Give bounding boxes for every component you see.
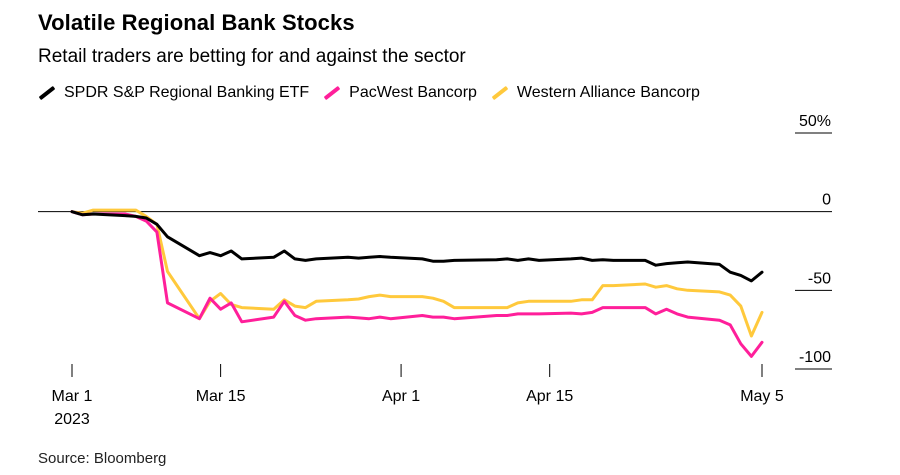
legend-item-spdr: SPDR S&P Regional Banking ETF: [38, 84, 309, 102]
legend-label-spdr: SPDR S&P Regional Banking ETF: [64, 84, 310, 101]
x-tick-label: Apr 15: [526, 388, 573, 405]
series-line-pacwest: [70, 210, 764, 358]
series-line-western-alliance: [70, 208, 764, 338]
series-line-spdr: [70, 210, 764, 283]
x-tick-year-label: 2023: [54, 411, 90, 428]
chart-legend: SPDR S&P Regional Banking ETF PacWest Ba…: [38, 84, 714, 102]
y-tick-label: -50: [808, 270, 831, 287]
x-tick-label: Mar 15: [196, 388, 246, 405]
x-axis: Mar 1 2023 Mar 15 Apr 1 Apr 15 May 5: [52, 364, 784, 428]
y-tick-label: -100: [799, 349, 831, 366]
x-tick-label: Mar 1: [52, 388, 93, 405]
chart-subtitle: Retail traders are betting for and again…: [38, 46, 466, 67]
legend-item-pacwest: PacWest Bancorp: [323, 84, 477, 102]
legend-label-pacwest: PacWest Bancorp: [349, 84, 477, 101]
series-lines: [70, 208, 764, 358]
legend-label-western-alliance: Western Alliance Bancorp: [516, 84, 700, 101]
chart-title: Volatile Regional Bank Stocks: [38, 10, 355, 35]
x-tick-label: May 5: [740, 388, 784, 405]
y-tick-label: 0: [822, 192, 831, 209]
source-note: Source: Bloomberg: [38, 450, 167, 467]
legend-item-western-alliance: Western Alliance Bancorp: [491, 84, 700, 102]
x-tick-label: Apr 1: [382, 388, 420, 405]
y-tick-label: 50%: [799, 113, 831, 130]
y-axis: 50% 0 -50 -100: [795, 113, 832, 370]
